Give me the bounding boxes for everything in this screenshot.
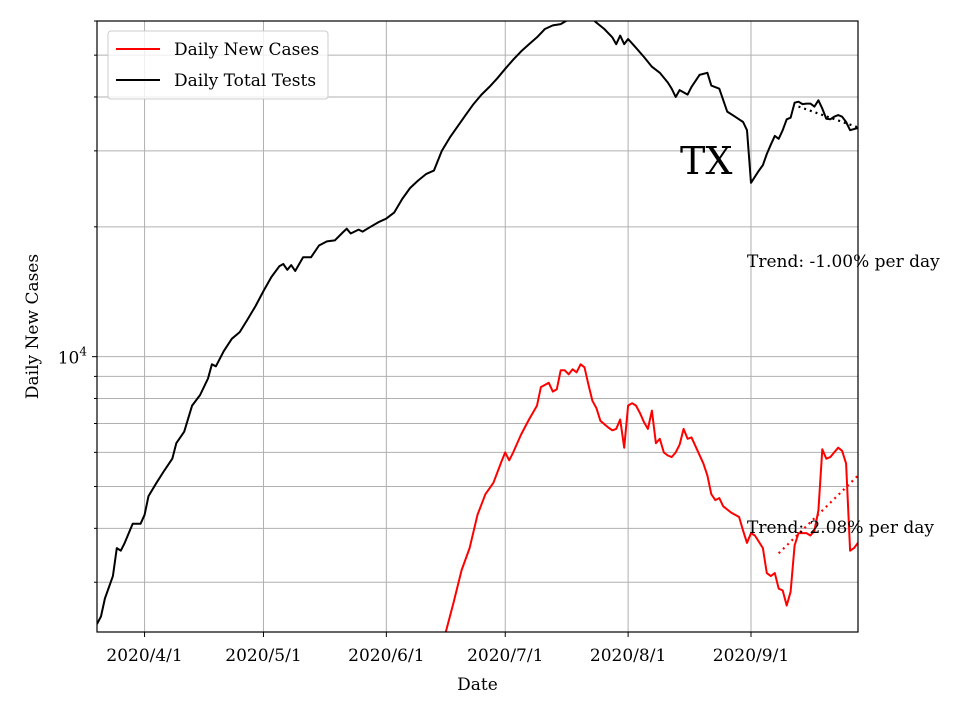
- series-line-daily-new-cases: [444, 363, 858, 632]
- trend-line-daily-new-cases: [777, 474, 858, 555]
- grid: [97, 20, 858, 632]
- x-tick-label: 2020/4/1: [106, 646, 182, 666]
- trend-line-daily-total-tests: [798, 105, 858, 129]
- legend-label-daily-total-tests: Daily Total Tests: [174, 71, 316, 91]
- trend-annotation-tests: Trend: -1.00% per day: [747, 252, 940, 272]
- plot-area: [97, 21, 858, 632]
- x-tick-label: 2020/5/1: [225, 646, 301, 666]
- x-tick-label: 2020/9/1: [713, 646, 789, 666]
- series-line-daily-total-tests: [97, 21, 858, 625]
- ticks: 2020/4/1 2020/5/1 2020/6/1 2020/7/1 2020/8/1…: [58, 20, 789, 666]
- x-axis-label: Date: [457, 675, 498, 695]
- axes-frame: [96, 20, 859, 633]
- x-tick-label: 2020/6/1: [348, 646, 424, 666]
- legend: Daily New Cases Daily Total Tests: [107, 30, 329, 100]
- x-tick-label: 2020/7/1: [467, 646, 543, 666]
- legend-label-daily-new-cases: Daily New Cases: [174, 40, 319, 60]
- y-axis-label: Daily New Cases: [23, 254, 43, 399]
- legend-box: [107, 30, 329, 100]
- x-tick-label: 2020/8/1: [590, 646, 666, 666]
- trend-annotation-cases: Trend: 2.08% per day: [747, 518, 934, 538]
- y-tick-label: 104: [58, 345, 88, 369]
- state-label: TX: [680, 139, 732, 183]
